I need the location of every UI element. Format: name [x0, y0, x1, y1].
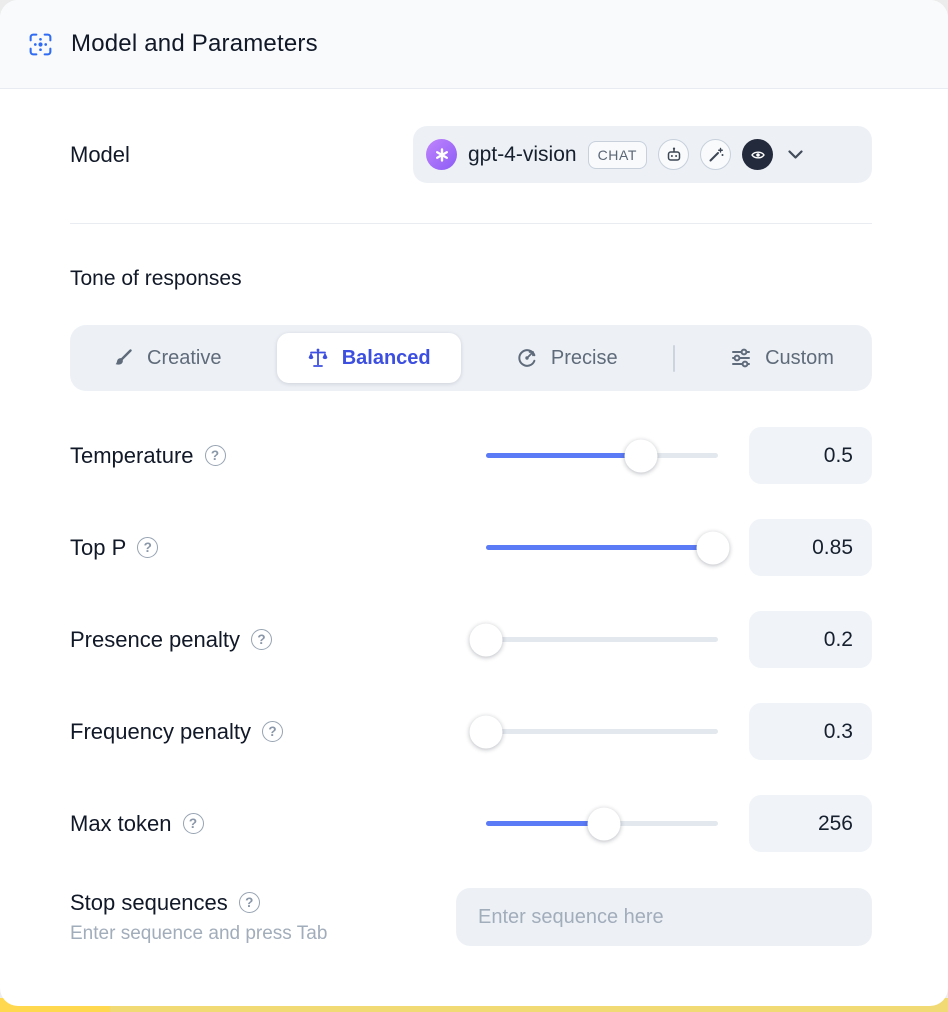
temperature-value[interactable]: 0.5 — [749, 427, 872, 484]
slider-fill — [486, 545, 714, 550]
tone-heading: Tone of responses — [70, 267, 242, 290]
model-parameters-icon — [27, 31, 54, 58]
max-token-value[interactable]: 256 — [749, 795, 872, 852]
help-icon[interactable]: ? — [137, 537, 159, 558]
max-token-slider[interactable] — [486, 807, 718, 841]
chevron-down-icon — [788, 149, 803, 160]
top-p-slider[interactable] — [486, 531, 730, 565]
page-title: Model and Parameters — [71, 30, 318, 57]
param-row-max-token: Max token ? 256 — [70, 795, 872, 852]
model-row: Model gpt-4-vision CHAT — [70, 126, 872, 183]
section-divider — [70, 223, 872, 224]
tone-option-label: Creative — [147, 346, 222, 369]
magic-wand-badge — [700, 139, 732, 170]
slider-fill — [486, 453, 642, 458]
slider-track — [486, 637, 718, 642]
slider-fill — [486, 821, 605, 826]
help-icon[interactable]: ? — [262, 721, 283, 742]
param-label: Frequency penalty — [70, 718, 251, 744]
target-icon — [516, 347, 538, 369]
stop-sequences-label-block: Stop sequences ? Enter sequence and pres… — [70, 890, 327, 945]
tone-option-balanced[interactable]: Balanced — [276, 333, 461, 383]
balance-scale-icon — [307, 347, 329, 369]
vision-eye-badge — [742, 139, 774, 170]
help-icon[interactable]: ? — [251, 629, 272, 650]
param-row-top-p: Top P ? 0.85 — [70, 519, 872, 576]
param-row-presence-penalty: Presence penalty ? 0.2 — [70, 611, 872, 668]
chat-badge: CHAT — [587, 140, 648, 169]
tone-option-creative[interactable]: Creative — [104, 333, 229, 383]
tone-option-precise[interactable]: Precise — [508, 333, 626, 383]
openai-logo-icon — [426, 139, 457, 170]
segment-divider — [672, 344, 675, 372]
tone-option-label: Custom — [765, 346, 834, 369]
top-p-value[interactable]: 0.85 — [749, 519, 872, 576]
tone-segmented-control: Creative Balanced — [70, 325, 872, 391]
help-icon[interactable]: ? — [204, 445, 226, 466]
slider-thumb[interactable] — [624, 439, 658, 472]
param-label: Top P — [70, 534, 127, 560]
slider-thumb[interactable] — [469, 623, 503, 656]
model-name: gpt-4-vision — [468, 142, 577, 166]
frequency-penalty-value[interactable]: 0.3 — [749, 703, 872, 760]
model-select[interactable]: gpt-4-vision CHAT — [413, 126, 872, 183]
param-label: Temperature — [70, 442, 194, 468]
tone-option-label: Balanced — [341, 346, 431, 369]
stop-sequences-hint: Enter sequence and press Tab — [70, 922, 328, 944]
presence-penalty-value[interactable]: 0.2 — [749, 611, 872, 668]
temperature-slider[interactable] — [486, 439, 718, 473]
stop-sequences-label: Stop sequences — [70, 889, 228, 915]
slider-thumb[interactable] — [469, 715, 503, 748]
tone-option-label: Precise — [550, 346, 618, 369]
frequency-penalty-slider[interactable] — [469, 715, 718, 749]
slider-thumb[interactable] — [587, 807, 621, 840]
paintbrush-icon — [112, 347, 134, 369]
slider-track — [486, 729, 718, 734]
robot-badge — [658, 139, 690, 170]
model-label: Model — [70, 141, 130, 167]
param-row-temperature: Temperature ? 0.5 — [70, 427, 872, 484]
presence-penalty-slider[interactable] — [469, 623, 718, 657]
param-row-frequency-penalty: Frequency penalty ? 0.3 — [70, 703, 872, 760]
param-label: Presence penalty — [70, 626, 240, 652]
panel-header: Model and Parameters — [0, 0, 948, 89]
help-icon[interactable]: ? — [238, 892, 260, 913]
sliders-icon — [730, 347, 752, 369]
tone-option-custom[interactable]: Custom — [722, 333, 842, 383]
param-label: Max token — [70, 810, 172, 836]
help-icon[interactable]: ? — [182, 813, 204, 834]
stop-sequence-input[interactable] — [456, 888, 872, 946]
slider-thumb[interactable] — [696, 531, 730, 564]
stop-sequences-row: Stop sequences ? Enter sequence and pres… — [70, 888, 872, 946]
